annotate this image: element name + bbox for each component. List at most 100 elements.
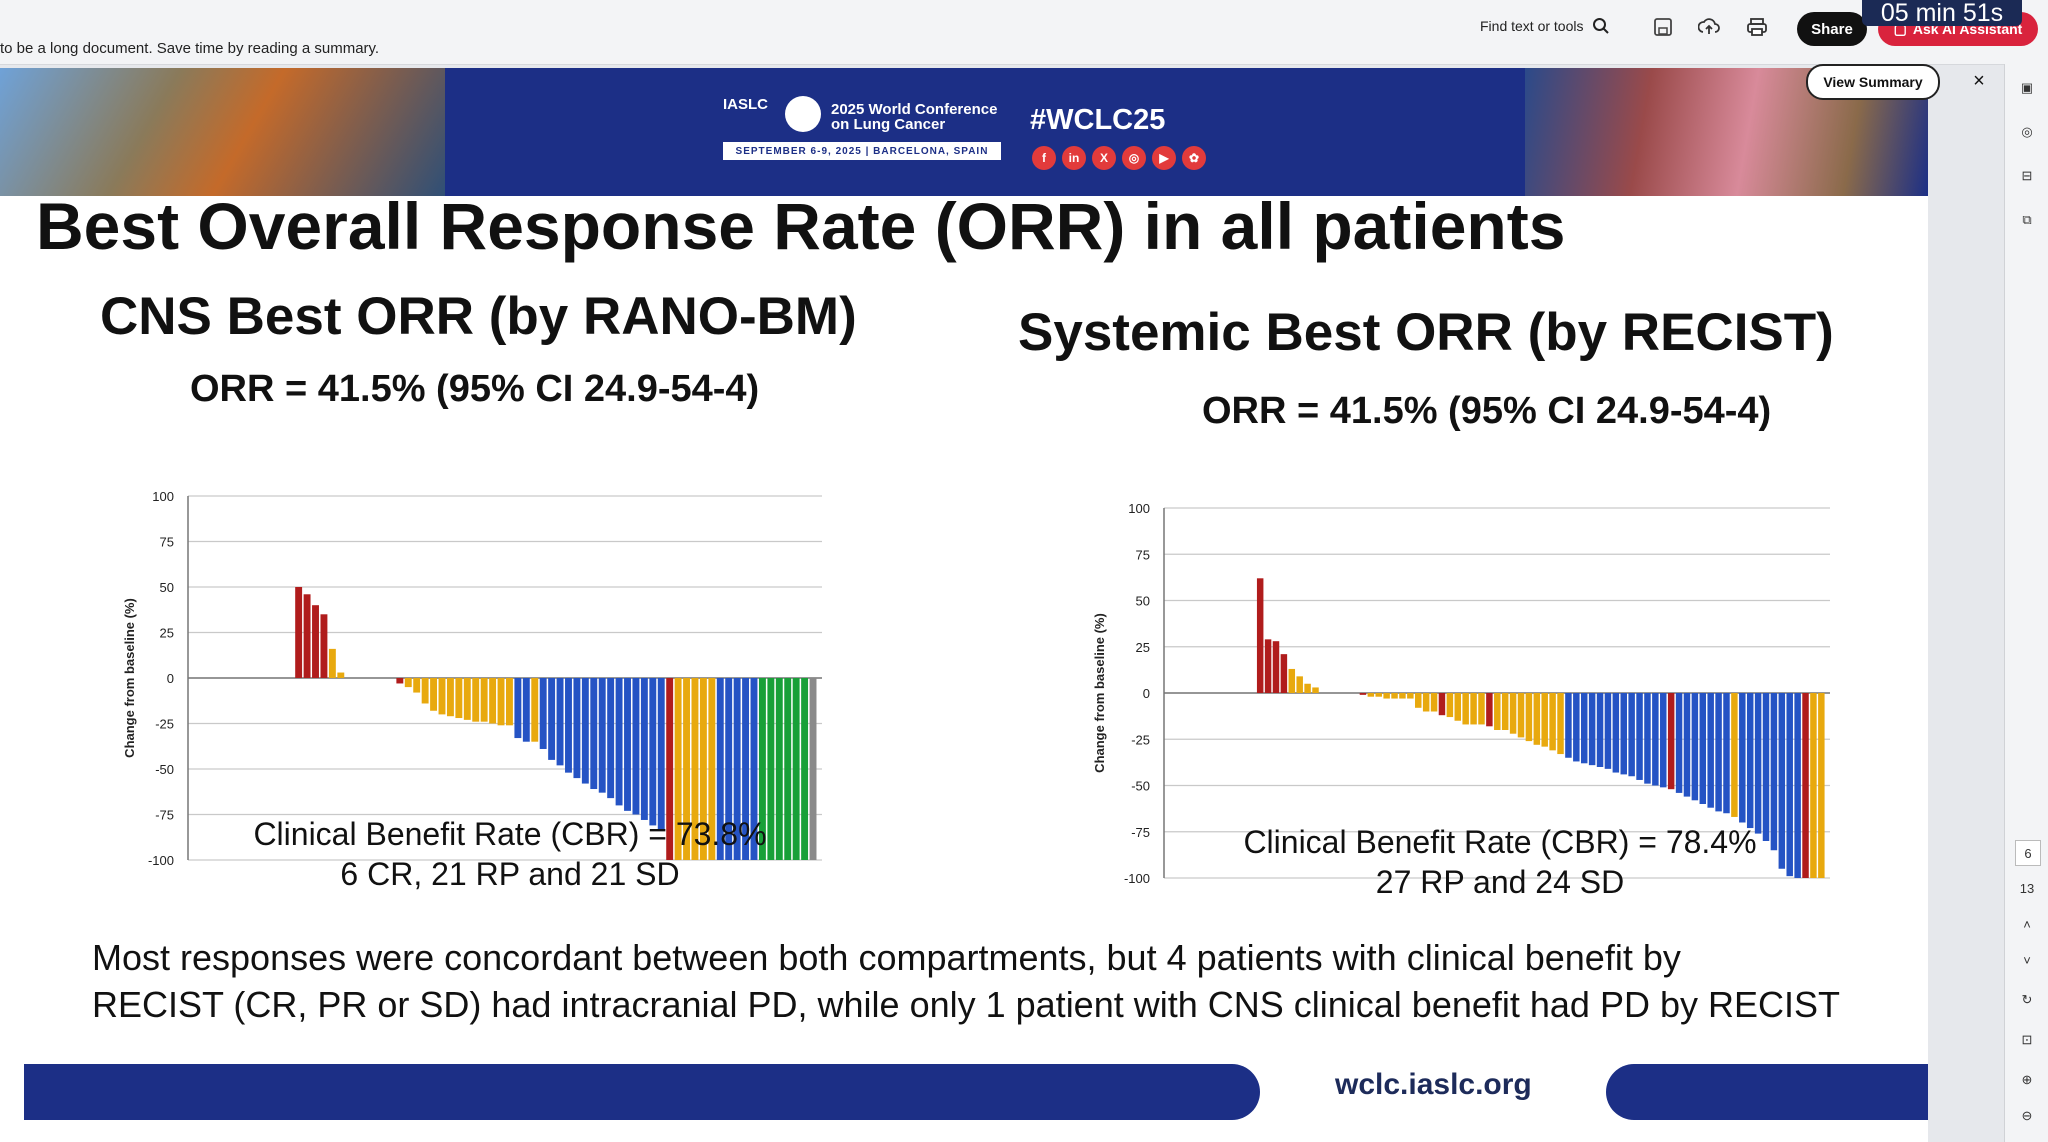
waterfall-bar [396,678,404,684]
page-fit-icon[interactable]: ⊡ [2021,1032,2033,1047]
presentation-slide: IASLC 2025 World Conference on Lung Canc… [0,68,1928,1142]
waterfall-bar [1612,693,1620,773]
waterfall-bar [1446,693,1454,718]
conference-banner: IASLC 2025 World Conference on Lung Canc… [0,68,1928,196]
y-axis-label: Change from baseline (%) [1092,613,1107,773]
page-number-current[interactable]: 6 [2015,840,2041,866]
print-icon[interactable] [1744,14,1770,40]
right-orr: ORR = 41.5% (95% CI 24.9-54-4) [1202,390,1772,432]
waterfall-bar [640,678,648,820]
waterfall-bar [1660,693,1667,788]
waterfall-bar [404,678,412,688]
right-subtitle: Systemic Best ORR (by RECIST) [1018,303,1834,362]
waterfall-bar [1691,693,1699,801]
close-summary-button[interactable]: × [1973,69,1985,92]
waterfall-bar [1288,668,1296,693]
conference-dates: SEPTEMBER 6-9, 2025 | BARCELONA, SPAIN [723,142,1001,160]
waterfall-bar [1770,693,1778,851]
waterfall-bar [1312,687,1319,693]
waterfall-bar [337,672,345,678]
waterfall-bar [1557,693,1564,755]
chevron-up-icon[interactable]: ˄ [2023,916,2031,932]
right-sidebar: ▣ ◎ ⊟ ⧉ 6 13 ˄ ˅ ↻ ⊡ ⊕ ⊖ [2004,64,2048,1142]
y-tick-label: 0 [1143,686,1150,701]
save-icon[interactable] [1650,14,1676,40]
waterfall-bar [615,678,623,806]
concordance-line-2: RECIST (CR, PR or SD) had intracranial P… [92,984,1841,1025]
waterfall-bar [1810,693,1817,878]
conference-hashtag: #WCLC25 [1030,104,1166,136]
chevron-down-icon[interactable]: ˅ [2023,952,2031,968]
waterfall-bar [1304,683,1311,693]
waterfall-bar [691,678,699,860]
waterfall-bar [767,678,775,860]
comment-icon[interactable]: ◎ [2021,124,2033,139]
waterfall-bar [1541,693,1548,747]
globe-icon [785,96,821,132]
waterfall-bar [565,678,572,773]
waterfall-bar [674,678,682,860]
waterfall-bar [413,678,421,693]
waterfall-bar [1359,693,1367,695]
zoom-out-icon[interactable]: ⊖ [2021,1108,2033,1123]
y-tick-label: 100 [1128,501,1150,516]
youtube-icon: ▶ [1152,146,1176,170]
waterfall-bar [1438,693,1446,716]
waterfall-bar [1628,693,1635,777]
waterfall-bar [430,678,438,711]
y-tick-label: 0 [167,671,174,686]
waterfall-bar [784,678,792,860]
bookmark-icon[interactable]: ⊟ [2021,168,2033,183]
concordance-line-1: Most responses were concordant between b… [92,937,1681,978]
page-number-total: 13 [2019,880,2035,896]
viewer-toolbar: to be a long document. Save time by read… [0,0,2048,65]
waterfall-bar [801,678,809,860]
waterfall-bar [328,648,336,678]
zoom-in-icon[interactable]: ⊕ [2021,1072,2033,1087]
facebook-icon: f [1032,146,1056,170]
waterfall-bar [463,678,471,720]
find-tools-button[interactable]: Find text or tools [1480,17,1610,35]
barcelona-photo-left [0,68,445,196]
waterfall-bar [522,678,530,742]
waterfall-bar [1494,693,1501,730]
waterfall-bar [1731,693,1738,817]
footer-url: wclc.iaslc.org [1335,1068,1532,1101]
waterfall-bar [775,678,783,860]
share-button[interactable]: Share [1797,12,1867,46]
linkedin-icon: in [1062,146,1086,170]
recording-timer: 05 min 51s [1862,0,2022,27]
waterfall-bar [295,587,303,678]
wechat-icon: ✿ [1182,146,1206,170]
waterfall-bar [750,678,758,860]
waterfall-bar [581,678,589,784]
waterfall-bar [683,678,690,860]
waterfall-bar [531,678,539,742]
waterfall-bar [1565,693,1572,758]
y-tick-label: 100 [152,489,174,504]
waterfall-bar [514,678,522,739]
summary-notice: to be a long document. Save time by read… [0,40,380,57]
waterfall-bar [1580,693,1588,764]
waterfall-bar [607,678,615,799]
waterfall-bar [446,678,454,717]
waterfall-bar [472,678,480,722]
systemic-waterfall-chart: 100 75 50 25 0 -25 -50 -75 -100 Change from basel… [1092,501,1830,886]
y-tick-label: -25 [155,717,174,732]
waterfall-bar [1667,693,1675,790]
rotate-icon[interactable]: ↻ [2021,992,2033,1007]
view-summary-button[interactable]: View Summary [1806,64,1940,100]
waterfall-bar [708,678,716,860]
edit-pdf-icon[interactable]: ▣ [2020,80,2034,95]
waterfall-bar [1383,693,1390,699]
copy-icon[interactable]: ⧉ [2022,212,2032,227]
waterfall-bar [1652,693,1659,786]
waterfall-bar [1272,641,1280,693]
iaslc-logo: IASLC [723,96,768,113]
waterfall-bar [1754,693,1762,834]
concordance-note: Most responses were concordant between b… [92,934,1840,1028]
waterfall-bar [1620,693,1627,775]
waterfall-bar [303,594,311,678]
cloud-upload-icon[interactable] [1696,14,1722,40]
waterfall-bar [1604,693,1612,769]
